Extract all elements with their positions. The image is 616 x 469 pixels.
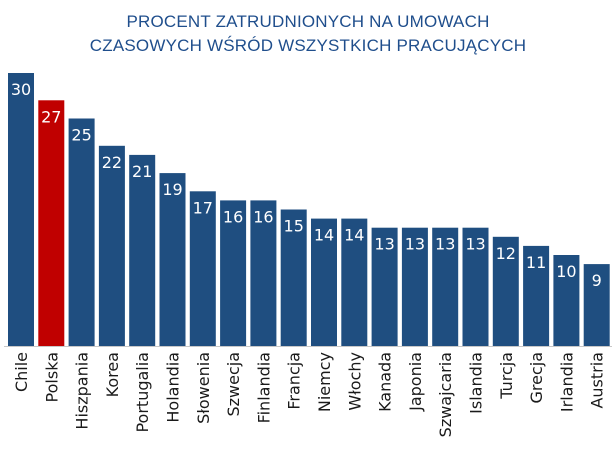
- bar-group-5: 19 Holandia: [159, 173, 186, 423]
- value-label-chile: 30: [11, 80, 31, 99]
- category-label-hiszpania: Hiszpania: [73, 352, 92, 430]
- bar-szwecja: [220, 200, 247, 346]
- value-label-japonia: 13: [405, 235, 425, 254]
- value-label-szwajcaria: 13: [435, 235, 455, 254]
- bar-polska: [38, 100, 65, 346]
- value-label-szwecja: 16: [223, 207, 243, 226]
- bar-holandia: [159, 173, 186, 346]
- bar-słowenia: [189, 191, 216, 346]
- bar-chile: [8, 73, 34, 346]
- category-label-francja: Francja: [285, 352, 304, 410]
- chart-title-line-2: CZASOWYCH WŚRÓD WSZYSTKICH PRACUJĄCYCH: [89, 36, 527, 55]
- bar-group-7: 16 Szwecja: [220, 200, 247, 417]
- bar-group-8: 16 Finlandia: [250, 200, 277, 423]
- category-label-słowenia: Słowenia: [194, 352, 213, 424]
- category-label-turcja: Turcja: [497, 352, 516, 400]
- category-label-chile: Chile: [12, 352, 31, 392]
- value-label-hiszpania: 25: [71, 126, 91, 145]
- category-label-japonia: Japonia: [406, 352, 425, 412]
- bar-irlandia: [553, 255, 580, 346]
- bar-włochy: [341, 218, 368, 346]
- value-label-polska: 27: [41, 107, 61, 126]
- bar-portugalia: [129, 154, 156, 346]
- category-label-niemcy: Niemcy: [315, 352, 334, 412]
- value-label-niemcy: 14: [314, 226, 334, 245]
- value-label-finlandia: 16: [253, 207, 273, 226]
- category-label-szwecja: Szwecja: [224, 352, 243, 417]
- category-label-szwajcaria: Szwajcaria: [436, 352, 455, 437]
- bar-niemcy: [311, 218, 337, 346]
- value-label-islandia: 13: [465, 235, 485, 254]
- bar-francja: [280, 209, 307, 346]
- value-label-słowenia: 17: [193, 198, 213, 217]
- bar-group-17: 11 Grecja: [523, 245, 550, 404]
- bar-japonia: [401, 227, 428, 346]
- category-label-islandia: Islandia: [467, 352, 486, 414]
- bar-group-15: 13 Islandia: [462, 227, 489, 414]
- bar-group-3: 22 Korea: [98, 145, 125, 397]
- category-label-portugalia: Portugalia: [133, 352, 152, 433]
- category-label-finlandia: Finlandia: [254, 352, 273, 423]
- category-label-holandia: Holandia: [164, 352, 183, 423]
- bar-group-4: 21 Portugalia: [129, 154, 156, 433]
- bar-group-6: 17 Słowenia: [189, 191, 216, 424]
- value-label-turcja: 12: [496, 244, 516, 263]
- value-label-włochy: 14: [344, 226, 364, 245]
- bar-korea: [98, 145, 125, 346]
- value-label-korea: 22: [102, 153, 122, 172]
- bar-group-10: 14 Niemcy: [311, 218, 337, 412]
- bar-grecja: [523, 245, 550, 346]
- bar-austria: [583, 264, 610, 346]
- value-label-irlandia: 10: [556, 262, 576, 281]
- bar-group-14: 13 Szwajcaria: [432, 227, 459, 437]
- bar-finlandia: [250, 200, 277, 346]
- bar-group-11: 14 Włochy: [341, 218, 368, 411]
- bar-group-18: 10 Irlandia: [553, 255, 580, 412]
- bar-hiszpania: [68, 118, 95, 346]
- bar-islandia: [462, 227, 489, 346]
- value-label-francja: 15: [284, 217, 304, 236]
- category-label-austria: Austria: [588, 352, 607, 409]
- category-label-polska: Polska: [42, 352, 61, 402]
- value-label-holandia: 19: [162, 180, 182, 199]
- value-label-grecja: 11: [526, 253, 546, 272]
- category-label-irlandia: Irlandia: [557, 352, 576, 412]
- bar-group-0: 30 Chile: [8, 73, 34, 392]
- bar-kanada: [371, 227, 398, 346]
- bar-group-19: 9 Austria: [583, 264, 610, 409]
- category-label-grecja: Grecja: [527, 352, 546, 404]
- category-label-korea: Korea: [103, 352, 122, 397]
- bar-group-13: 13 Japonia: [401, 227, 428, 412]
- bar-group-9: 15 Francja: [280, 209, 307, 410]
- bar-group-12: 13 Kanada: [371, 227, 398, 412]
- bar-szwajcaria: [432, 227, 459, 346]
- bar-group-16: 12 Turcja: [492, 236, 519, 400]
- category-label-włochy: Włochy: [345, 352, 364, 411]
- value-label-portugalia: 21: [132, 162, 152, 181]
- value-label-austria: 9: [592, 271, 602, 290]
- value-label-kanada: 13: [374, 235, 394, 254]
- chart-title-line-1: PROCENT ZATRUDNIONYCH NA UMOWACH: [126, 12, 490, 31]
- bar-group-1: 27 Polska: [38, 100, 65, 402]
- bar-turcja: [492, 236, 519, 346]
- bar-group-2: 25 Hiszpania: [68, 118, 95, 430]
- category-label-kanada: Kanada: [376, 352, 395, 412]
